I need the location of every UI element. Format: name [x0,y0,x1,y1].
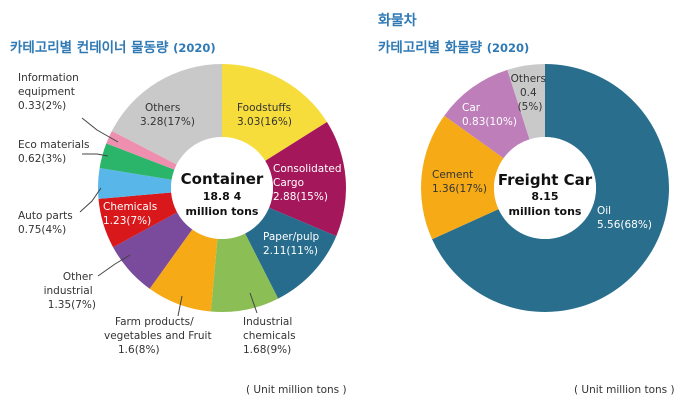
label-industrial-name1: Industrial [243,316,292,328]
container-slice-consolidated-cargo [265,121,346,237]
label-oil-name: Oil [597,205,611,217]
label-others-right-name: Others [511,73,546,85]
label-farm-name2: vegetables and Fruit [104,330,212,342]
right-unit-note: ( Unit million tons ) [574,384,675,396]
left-chart-title: 카테고리별 컨테이너 물동량 (2020) [10,36,216,56]
label-otherind-name2: industrial [44,285,93,297]
label-other-industrial: Other industrial 1.35(7%) [44,271,96,311]
label-chemicals: Chemicals 1.23(7%) [103,201,161,227]
label-farm-products: Farm products/ vegetables and Fruit 1.6(… [104,316,215,356]
label-others-left-name: Others [145,102,180,114]
right-chart-title-text: 카테고리별 화물량 [378,40,483,56]
label-industrial-name2: chemicals [243,330,296,342]
right-center-title: Freight Car [498,171,593,189]
left-center-title: Container [181,170,264,188]
container-slice-chemicals [98,192,178,248]
label-consolidated-value: 2.88(15%) [273,191,328,203]
label-info-name1: Information [18,72,79,84]
right-chart-title: 카테고리별 화물량 (2020) [378,36,529,56]
left-unit-note: ( Unit million tons ) [246,384,347,396]
container-slice-farm-products-vegetables-and-fruit [149,229,218,312]
container-donut-hole [171,137,273,239]
label-chemicals-name: Chemicals [103,201,157,213]
label-otherind-value: 1.35(7%) [48,299,96,311]
label-industrial-value: 1.68(9%) [243,344,291,356]
label-farm-value: 1.6(8%) [118,344,160,356]
container-slice-paper-pulp [245,207,337,299]
label-farm-name1: Farm products/ [115,316,194,328]
container-slice-other-industrial [113,212,193,289]
label-foodstuffs-value: 3.03(16%) [237,116,292,128]
label-chemicals-value: 1.23(7%) [103,215,151,227]
container-donut-chart [98,64,346,312]
label-others-right-pct: (5%) [518,101,543,113]
label-info-name2: equipment [18,86,75,98]
label-oil: Oil 5.56(68%) [597,205,652,231]
label-eco-materials: Eco materials 0.62(3%) [18,139,93,165]
left-chart-year: (2020) [173,41,216,55]
label-cement-value: 1.36(17%) [432,183,487,195]
label-others-left-value: 3.28(17%) [140,116,195,128]
freight-slice-car [444,69,530,159]
leader-other-industrial [97,254,131,277]
label-eco-value: 0.62(3%) [18,153,66,165]
right-chart-year: (2020) [486,41,530,55]
left-chart-title-text: 카테고리별 컨테이너 물동량 [10,40,169,56]
label-industrial-chemicals: Industrial chemicals 1.68(9%) [243,316,299,356]
label-cement-name: Cement [432,169,473,181]
freight-donut-hole [494,137,596,239]
container-slice-information-equipment [106,130,177,170]
leader-auto-parts [79,187,102,213]
container-slice-auto-parts [98,168,172,199]
label-cement: Cement 1.36(17%) [432,169,487,195]
label-foodstuffs: Foodstuffs 3.03(16%) [237,102,294,128]
label-auto-name: Auto parts [18,210,73,222]
left-center-total: 18.8 4 [203,190,242,203]
label-car: Car 0.83(10%) [462,102,517,128]
label-paper-pulp: Paper/pulp 2.11(11%) [263,231,323,257]
freight-slice-others [507,64,545,140]
label-consolidated-name: Consolidated [273,163,341,175]
freight-slice-oil [432,64,669,312]
container-slice-others [111,64,222,165]
right-chart-heading: 화물차 [378,13,417,29]
label-others-right-value: 0.4 [520,87,537,99]
leader-industrial-chemicals [249,292,258,314]
right-center-total: 8.15 [531,190,558,203]
label-car-value: 0.83(10%) [462,116,517,128]
label-information-equipment: Information equipment 0.33(2%) [18,72,82,112]
label-car-name: Car [462,102,481,114]
label-oil-value: 5.56(68%) [597,219,652,231]
left-center-unit: million tons [186,205,259,218]
label-consolidated-name2: Cargo [273,177,304,189]
label-info-value: 0.33(2%) [18,100,66,112]
label-paper-name: Paper/pulp [263,231,320,243]
container-slice-eco-materials [99,143,175,180]
label-eco-name: Eco materials [18,139,89,151]
label-otherind-name1: Other [63,271,93,283]
label-consolidated-cargo: Consolidated Cargo 2.88(15%) [273,163,345,203]
freight-slice-cement [421,115,504,240]
leader-farm-products [177,295,183,317]
label-auto-parts: Auto parts 0.75(4%) [18,210,76,236]
label-foodstuffs-name: Foodstuffs [237,102,291,114]
right-center-unit: million tons [509,205,582,218]
freight-car-donut-chart [421,64,669,312]
label-others-right: Others 0.4 (5%) [511,73,550,113]
label-others-left: Others 3.28(17%) [140,102,195,128]
leader-eco-materials [82,153,109,157]
container-slice-foodstuffs [222,64,327,161]
container-slice-industrial-chemicals [210,233,279,312]
leader-information-equipment [81,117,119,143]
label-paper-value: 2.11(11%) [263,245,318,257]
label-auto-value: 0.75(4%) [18,224,66,236]
